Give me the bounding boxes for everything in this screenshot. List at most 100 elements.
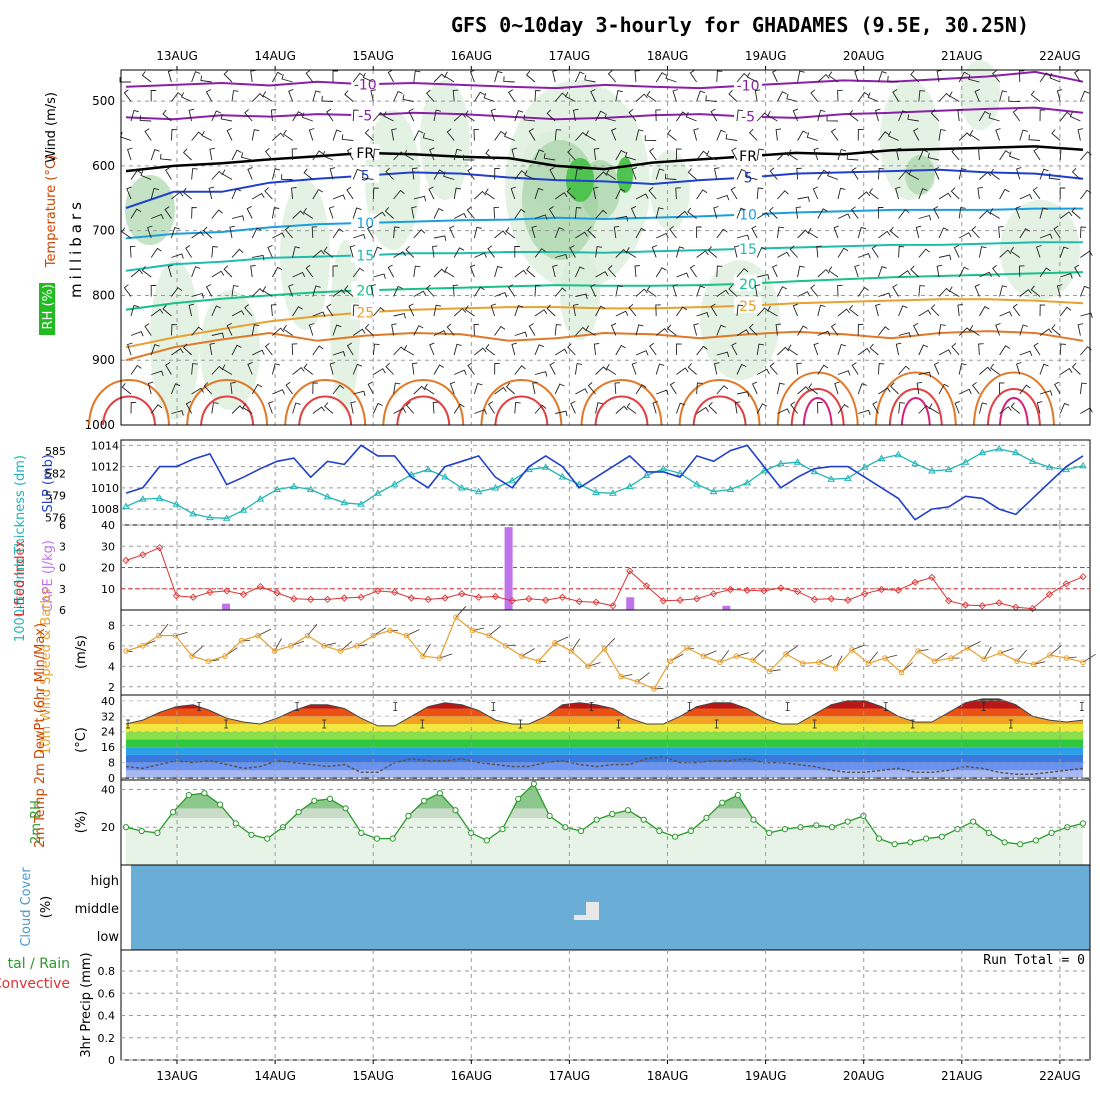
wind-barb <box>834 381 840 395</box>
wind-barb <box>353 390 366 397</box>
minmax-bar <box>491 702 496 711</box>
wind-barb <box>979 366 992 375</box>
wind-barb <box>593 343 600 356</box>
wind-barb <box>938 383 949 395</box>
wind-label: Wind (m/s) <box>44 92 59 163</box>
lifted-index-point <box>223 587 231 595</box>
wind-barb <box>140 170 152 180</box>
rh-point <box>734 792 742 799</box>
wind-barb <box>282 129 293 141</box>
wind-barb <box>1059 343 1067 356</box>
wind-barb <box>1056 284 1063 297</box>
wind-barb <box>534 344 544 356</box>
wind-barb <box>930 304 940 317</box>
wind-barb <box>957 304 963 317</box>
wind-barb <box>555 253 568 260</box>
wind-barb <box>813 147 819 161</box>
lifted-index-point <box>1062 580 1070 588</box>
thickness-point <box>290 482 298 490</box>
wind-barb <box>635 288 648 297</box>
tmp-ytick: 32 <box>101 710 115 723</box>
wind-barb <box>1036 401 1043 414</box>
rh-point <box>609 810 616 818</box>
lifted-index-point <box>357 593 365 601</box>
wind-barb <box>696 406 709 414</box>
wind-barb <box>246 205 253 219</box>
wind-barb <box>872 401 879 414</box>
date-label-bottom: 22AUG <box>1039 1069 1081 1083</box>
wind-barb <box>130 208 142 219</box>
wind-barb <box>644 135 657 141</box>
thickness-point <box>709 487 718 495</box>
wind-barb <box>1039 267 1051 278</box>
wind-barb <box>288 88 294 102</box>
isotherm-label-bg <box>734 296 763 313</box>
rh-point <box>875 835 883 842</box>
wind-barb <box>321 95 334 102</box>
temp-band <box>126 708 1083 717</box>
wind-barb <box>634 265 641 278</box>
rh-ytick: 20 <box>101 821 115 834</box>
wind-barb <box>567 148 576 161</box>
wind10m-point <box>123 648 129 654</box>
rh-point <box>813 822 820 829</box>
wind-barb <box>433 207 444 219</box>
wind-barb <box>554 92 567 102</box>
thickness-point <box>659 464 668 472</box>
wind-barb <box>728 89 738 102</box>
wind-barb <box>393 151 406 161</box>
wind-barb <box>493 206 500 219</box>
prc-frame <box>120 949 1091 1061</box>
wind-barb <box>1039 233 1053 239</box>
warm-contour-35 <box>692 395 747 426</box>
wind-barb <box>978 148 984 161</box>
wind-barb <box>150 344 160 356</box>
cloud-fill <box>131 865 1090 950</box>
wind-barb <box>346 342 354 356</box>
wind-barb <box>127 147 133 161</box>
wind-barb <box>587 226 596 239</box>
wind-barb <box>685 112 697 122</box>
wind-barb <box>898 332 911 338</box>
wind-barb <box>473 226 482 239</box>
wind-barb <box>393 90 403 102</box>
wind-barb <box>231 405 244 414</box>
lifted-index-point <box>155 544 164 552</box>
rh-point <box>295 809 302 816</box>
upper-air-labels: Wind (m/s) Temperature (°C) RH (%) milli… <box>39 92 85 335</box>
wind-barb <box>938 92 951 102</box>
wind-barb <box>858 253 871 259</box>
wind-barb <box>736 72 749 83</box>
rh-point <box>923 835 930 842</box>
minmax-bar <box>126 719 130 729</box>
rh-point <box>1048 829 1055 837</box>
wind-barb <box>191 231 204 239</box>
wind-barb <box>121 383 132 395</box>
wind-barb <box>130 304 139 317</box>
wind-barb <box>958 207 966 219</box>
wind-barb <box>123 284 132 297</box>
isotherm-6 <box>125 241 1083 272</box>
wind-barb <box>958 327 971 336</box>
wind-barb <box>329 167 336 180</box>
wind-barb <box>615 188 626 200</box>
wind10m-point <box>667 658 674 665</box>
rh-point <box>703 814 710 821</box>
wind-barb <box>957 109 963 122</box>
wind-barb <box>292 111 303 122</box>
wind-barb <box>756 246 767 258</box>
lifted-index-point <box>273 589 281 597</box>
rh-area <box>420 80 470 200</box>
thickness-point <box>860 463 869 470</box>
thickness-point <box>692 480 701 487</box>
isotherm-7 <box>125 271 1084 311</box>
wind-barb <box>595 366 608 375</box>
wind-barb <box>188 303 195 317</box>
date-label-top: 17AUG <box>549 49 591 63</box>
warm-contour-35 <box>594 395 649 426</box>
wind-barb <box>412 362 418 375</box>
wind-barb <box>467 362 475 375</box>
wind-barb <box>797 291 811 297</box>
wind-barb <box>130 109 139 122</box>
wind-barb <box>123 89 132 102</box>
